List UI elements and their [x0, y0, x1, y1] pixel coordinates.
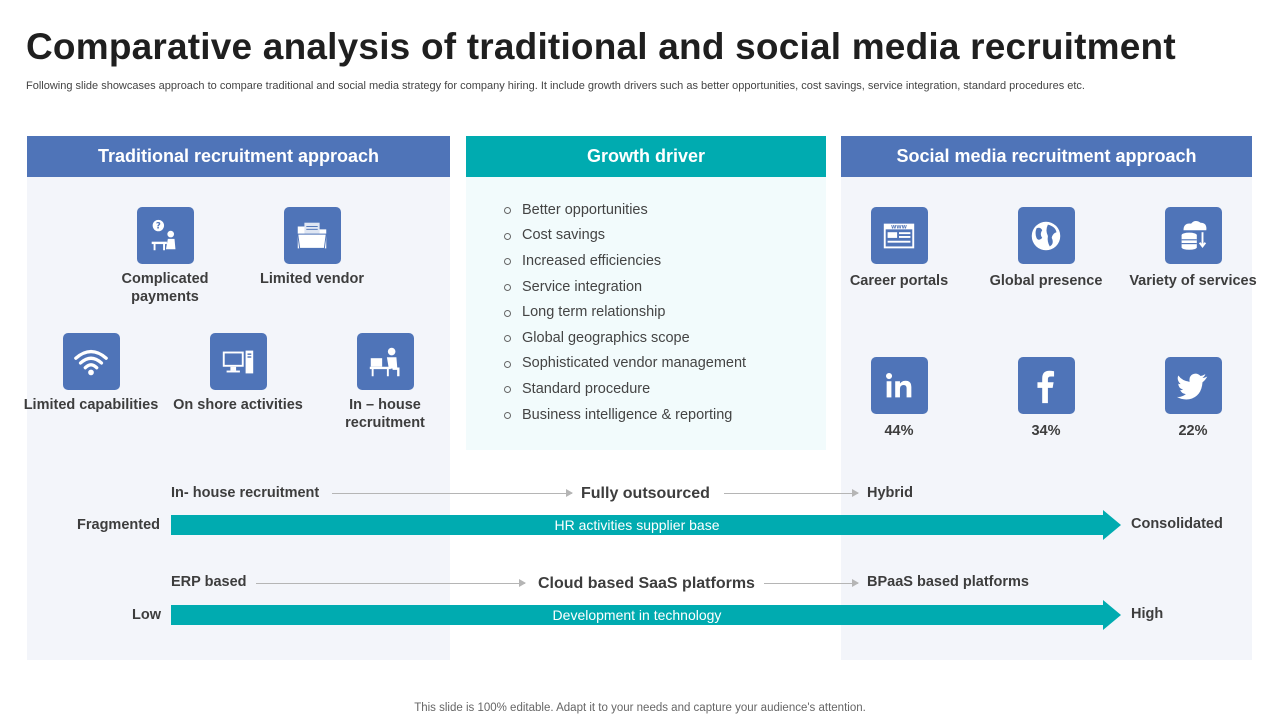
traditional-panel: Traditional recruitment approach ? Compl…	[24, 136, 450, 660]
page-title: Comparative analysis of traditional and …	[26, 26, 1176, 67]
item-label: Limited vendor	[260, 271, 364, 287]
linkedin-item: 44%	[829, 357, 969, 440]
flow2-right-label: High	[1131, 606, 1164, 622]
list-item: Better opportunities	[504, 197, 746, 223]
list-item: Cost savings	[504, 223, 746, 249]
web-portal-icon: WWW	[870, 207, 928, 264]
list-item: Long term relationship	[504, 299, 746, 325]
list-item: Increased efficiencies	[504, 248, 746, 274]
item-label: Global presence	[989, 273, 1103, 289]
circle-bullet-icon	[504, 207, 511, 215]
flow1-end-label: Hybrid	[867, 485, 913, 501]
traditional-panel-header: Traditional recruitment approach	[27, 136, 450, 177]
arrow-head-icon	[1103, 600, 1121, 630]
circle-bullet-icon	[504, 284, 511, 292]
facebook-item: 34%	[976, 357, 1116, 440]
circle-bullet-icon	[504, 412, 511, 420]
list-item: Service integration	[504, 274, 746, 300]
item-label: In – house recruitment	[345, 397, 425, 431]
item-label: Limited capabilities	[23, 397, 159, 413]
circle-bullet-icon	[504, 360, 511, 368]
list-item: Standard procedure	[504, 376, 746, 402]
desk-worker-icon	[356, 333, 414, 390]
footer-note: This slide is 100% editable. Adapt it to…	[414, 702, 866, 714]
growth-driver-panel: Growth driver Better opportunities Cost …	[466, 136, 826, 450]
growth-driver-list: Better opportunities Cost savings Increa…	[504, 197, 746, 427]
flow2-left-label: Low	[132, 607, 161, 623]
flow1-middle-label: Fully outsourced	[581, 485, 710, 502]
circle-bullet-icon	[504, 258, 511, 266]
flow1-bar-arrow: HR activities supplier base	[171, 510, 1121, 540]
list-item: Sophisticated vendor management	[504, 351, 746, 377]
globe-icon	[1017, 207, 1075, 264]
item-label: On shore activities	[173, 397, 303, 413]
item-label: Complicated payments	[121, 271, 209, 305]
flow2-bar-arrow: Development in technology	[171, 600, 1121, 630]
facebook-icon	[1017, 357, 1075, 414]
page-subtitle: Following slide showcases approach to co…	[26, 80, 1085, 92]
payment-person-icon: ?	[136, 207, 194, 264]
variety-of-services-item: Variety of services	[1123, 207, 1263, 290]
global-presence-item: Global presence	[976, 207, 1116, 290]
complicated-payments-item: ? Complicated payments	[95, 207, 235, 306]
network-percent: 34%	[1031, 423, 1061, 439]
in-house-recruitment-item: In – house recruitment	[315, 333, 455, 432]
svg-text:?: ?	[156, 221, 161, 231]
flow1-start-label: In- house recruitment	[171, 485, 320, 501]
social-media-panel-header: Social media recruitment approach	[841, 136, 1252, 177]
circle-bullet-icon	[504, 386, 511, 394]
linkedin-icon	[870, 357, 928, 414]
social-media-panel: Social media recruitment approach WWW Ca…	[841, 136, 1257, 660]
computer-icon	[209, 333, 267, 390]
folder-icon	[283, 207, 341, 264]
cloud-database-icon	[1164, 207, 1222, 264]
circle-bullet-icon	[504, 309, 511, 317]
flow2-arrow-1	[256, 579, 526, 587]
wifi-icon	[62, 333, 120, 390]
svg-text:WWW: WWW	[891, 224, 907, 230]
limited-vendor-item: Limited vendor	[242, 207, 382, 288]
circle-bullet-icon	[504, 232, 511, 240]
list-item: Global geographics scope	[504, 325, 746, 351]
list-item: Business intelligence & reporting	[504, 402, 746, 428]
network-percent: 22%	[1178, 423, 1208, 439]
flow1-arrow-2	[724, 489, 859, 497]
twitter-item: 22%	[1123, 357, 1263, 440]
flow1-arrow-1	[332, 489, 573, 497]
item-label: Career portals	[849, 273, 949, 289]
item-label: Variety of services	[1129, 273, 1257, 289]
flow2-end-label: BPaaS based platforms	[867, 574, 1029, 590]
arrow-head-icon	[1103, 510, 1121, 540]
growth-driver-panel-header: Growth driver	[466, 136, 826, 177]
flow1-left-label: Fragmented	[77, 517, 160, 533]
network-percent: 44%	[884, 423, 914, 439]
flow1-right-label: Consolidated	[1131, 516, 1223, 532]
flow2-middle-label: Cloud based SaaS platforms	[538, 575, 755, 592]
limited-capabilities-item: Limited capabilities	[21, 333, 161, 414]
on-shore-activities-item: On shore activities	[168, 333, 308, 414]
flow2-start-label: ERP based	[171, 574, 247, 590]
flow1-bar-label: HR activities supplier base	[171, 515, 1103, 535]
flow2-bar-label: Development in technology	[171, 605, 1103, 625]
twitter-icon	[1164, 357, 1222, 414]
circle-bullet-icon	[504, 335, 511, 343]
career-portals-item: WWW Career portals	[829, 207, 969, 290]
flow2-arrow-2	[764, 579, 859, 587]
